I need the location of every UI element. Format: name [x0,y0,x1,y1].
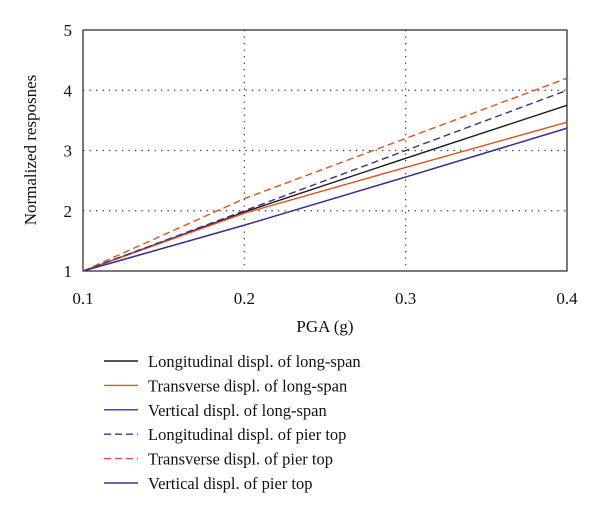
y-tick-label: 1 [64,262,73,281]
legend-label-4: Longitudinal displ. of pier top [148,425,346,444]
series-line-5 [82,77,568,272]
series-line-6 [82,127,568,272]
series-line-4 [82,89,568,272]
series-line-1 [82,104,568,272]
y-tick-label: 3 [64,142,73,161]
legend-label-2: Transverse displ. of long-span [148,376,347,395]
legend-label-1: Longitudinal displ. of long-span [148,352,361,371]
grid-lines [83,30,567,271]
y-axis-title: Normalized resposnes [21,75,40,226]
series-line-2 [82,121,568,272]
legend-label-6: Vertical displ. of pier top [148,474,313,493]
y-tick-label: 4 [64,81,73,100]
legend: Longitudinal displ. of long-span Transver… [104,352,361,493]
legend-label-3: Vertical displ. of long-span [148,401,327,420]
x-tick-label: 0.1 [72,289,93,308]
legend-label-5: Transverse displ. of pier top [148,450,333,469]
y-tick-label: 2 [64,202,73,221]
x-tick-label: 0.4 [556,289,578,308]
x-tick-label: 0.2 [234,289,255,308]
series-lines [82,77,568,272]
y-tick-label: 5 [64,21,73,40]
x-axis-title: PGA (g) [296,317,353,336]
x-tick-label: 0.3 [395,289,416,308]
tick-labels: 0.1 0.2 0.3 0.4 1 2 3 4 5 [64,21,579,308]
